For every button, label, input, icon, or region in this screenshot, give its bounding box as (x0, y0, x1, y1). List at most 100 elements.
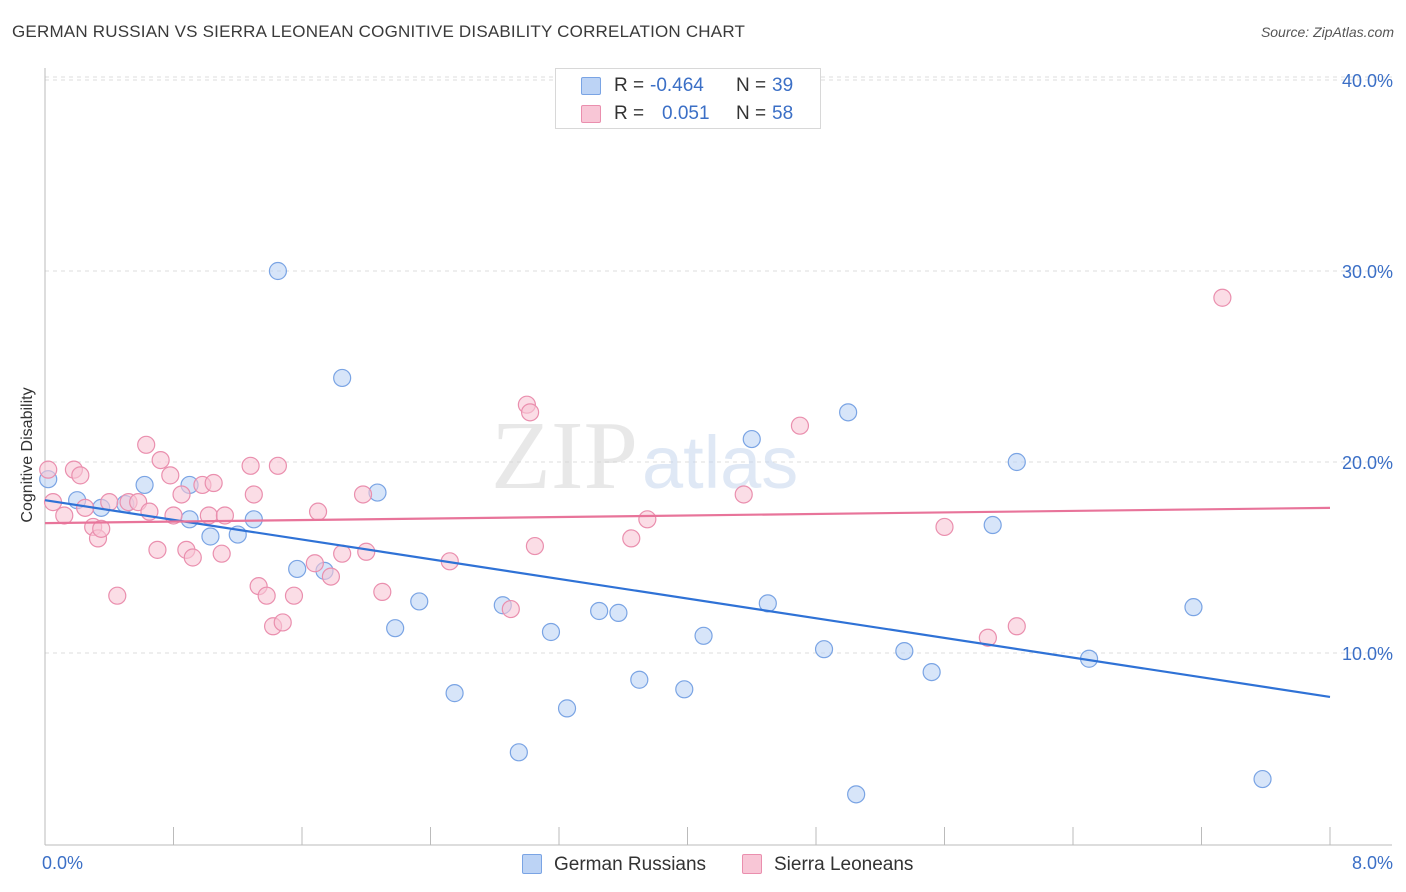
sierra-leonean-point (108, 586, 127, 605)
german-russian-point (839, 403, 858, 422)
y-tick-label: 30.0% (1342, 262, 1393, 282)
axes (44, 68, 1392, 846)
sierra-leonean-point (978, 628, 997, 647)
sierra-leonean-point (204, 473, 223, 493)
german-russian-trend-line (44, 499, 1331, 699)
n-label: N = (736, 103, 767, 124)
stats-swatch-blue (581, 77, 601, 95)
sierra-leonean-point (1213, 288, 1232, 307)
german-russian-point (180, 510, 199, 529)
sierra-leonean-point (308, 502, 328, 521)
sierra-leonean-point (39, 460, 58, 479)
stats-row-german-russians: R = -0.464 N = 39 (556, 72, 820, 100)
n-value: 39 (772, 75, 794, 96)
sierra-leonean-trend-line (44, 506, 1331, 525)
sierra-leonean-point (638, 510, 657, 529)
german-russian-point (410, 592, 429, 611)
sierra-leonean-point (520, 403, 540, 422)
german-russian-point (630, 670, 649, 689)
sierra-leonean-point (353, 485, 373, 504)
n-label: N = (736, 75, 767, 96)
sierra-leonean-point (71, 466, 90, 485)
sierra-leonean-point (244, 485, 263, 504)
sierra-leonean-point (183, 548, 202, 567)
german-russian-point (509, 743, 528, 762)
german-russian-point (201, 527, 220, 546)
german-russian-point (445, 684, 464, 703)
sierra-leonean-point (373, 582, 392, 601)
german-russian-point (1253, 769, 1272, 789)
german-russian-point (847, 785, 866, 804)
watermark-zip: ZIP (491, 402, 638, 510)
sierra-leonean-point (734, 485, 753, 504)
grid-lines (45, 76, 1392, 654)
sierra-leonean-point (161, 466, 180, 485)
sierra-leonean-point (935, 517, 954, 537)
german-russian-point (333, 368, 352, 388)
german-russian-point (1007, 452, 1026, 472)
german-russian-point (922, 662, 941, 682)
sierra-leonean-point (305, 554, 324, 573)
y-tick-label: 10.0% (1342, 644, 1393, 664)
german-russian-point (590, 601, 609, 621)
sierra-leonean-point (790, 416, 810, 435)
german-russian-point (541, 622, 561, 642)
sierra-leonean-point (273, 613, 292, 632)
german-russian-point (983, 515, 1002, 535)
german-russian-point (814, 640, 834, 659)
r-label: R = (614, 75, 645, 96)
german-russian-point (268, 261, 288, 281)
german-russian-point (386, 619, 405, 638)
points (39, 261, 1272, 804)
legend-label: Sierra Leoneans (774, 854, 914, 875)
sierra-leonean-point (501, 599, 520, 619)
german-russian-point (288, 559, 307, 579)
trend-lines (44, 499, 1331, 699)
stats-row-sierra-leoneans: R = 0.051 N = 58 (556, 100, 820, 128)
r-label: R = (614, 103, 645, 124)
n-value: 58 (772, 103, 794, 124)
sierra-leonean-point (151, 450, 170, 470)
stats-box: R = -0.464 N = 39 R = 0.051 N = 58 (555, 68, 821, 129)
sierra-leonean-point (215, 506, 234, 525)
r-value: -0.464 (650, 75, 704, 96)
german-russian-point (609, 603, 628, 622)
sierra-leonean-point (212, 544, 231, 563)
sierra-leonean-point (284, 586, 304, 605)
sierra-leonean-point (525, 536, 545, 556)
sierra-leonean-point (241, 456, 260, 475)
legend-label: German Russians (554, 854, 707, 875)
sierra-leonean-point (357, 542, 376, 561)
watermark: ZIP atlas (491, 402, 798, 510)
german-russian-point (135, 475, 154, 495)
y-tick-label: 20.0% (1342, 453, 1393, 473)
tick-labels: 10.0% 20.0% 30.0% 40.0% 0.0% 8.0% (42, 71, 1393, 873)
sierra-leonean-point (321, 567, 341, 586)
x-tick-label: 8.0% (1352, 853, 1393, 873)
sierra-leonean-point (268, 456, 288, 475)
sierra-leonean-point (137, 435, 156, 454)
sierra-leonean-point (92, 519, 111, 538)
watermark-atlas: atlas (642, 421, 798, 504)
sierra-leonean-point (172, 485, 191, 504)
german-russian-point (742, 429, 761, 449)
legend-swatch-blue (522, 854, 542, 874)
chart-title: GERMAN RUSSIAN VS SIERRA LEONEAN COGNITI… (12, 22, 746, 41)
german-russian-point (694, 626, 713, 645)
german-russian-point (244, 510, 263, 529)
legend: German Russians Sierra Leoneans (0, 850, 1406, 880)
source-label: Source: ZipAtlas.com (1260, 24, 1394, 40)
sierra-leonean-point (148, 540, 167, 559)
german-russian-point (1184, 598, 1203, 617)
x-tick-label: 0.0% (42, 853, 83, 873)
legend-swatch-pink (742, 854, 762, 874)
german-russian-point (895, 641, 914, 661)
y-tick-label: 40.0% (1342, 71, 1393, 91)
sierra-leonean-point (622, 529, 641, 548)
sierra-leonean-point (333, 544, 352, 563)
german-russian-point (675, 680, 694, 699)
german-russian-point (557, 699, 577, 718)
sierra-leonean-point (55, 506, 74, 525)
sierra-leonean-point (1007, 617, 1026, 636)
